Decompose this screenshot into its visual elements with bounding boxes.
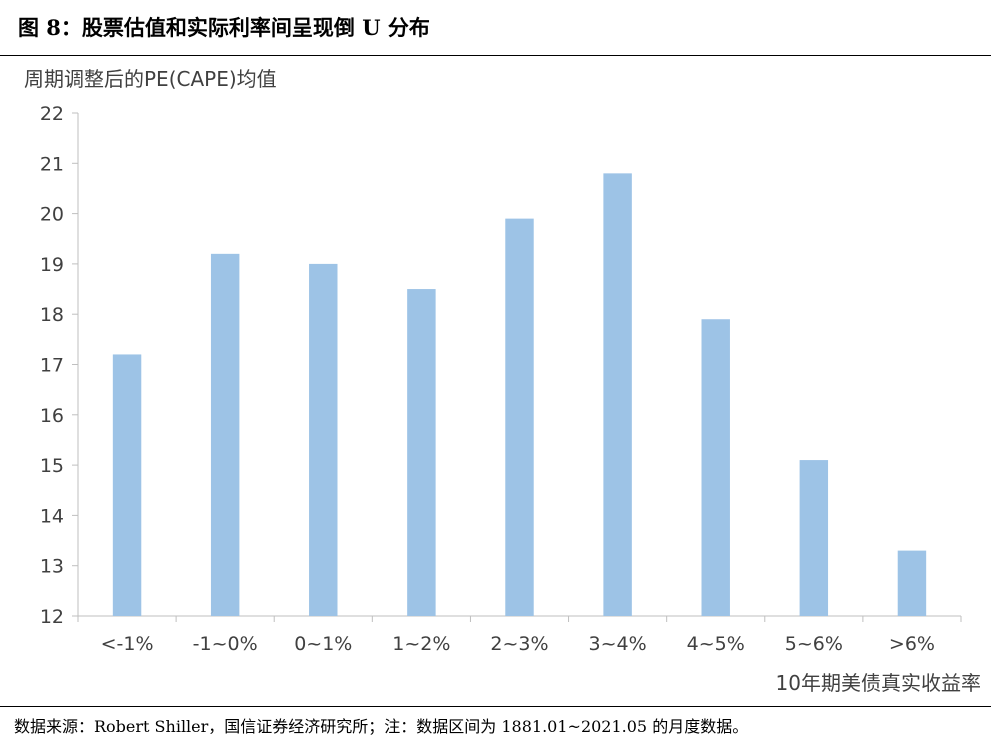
x-tick-label: 3~4% — [589, 633, 647, 655]
y-tick-label: 22 — [40, 103, 64, 125]
bar-1 — [210, 253, 240, 616]
bar-chart: 周期调整后的PE(CAPE)均值 12 13 14 15 16 17 18 19 20 21 22 <-… — [24, 67, 981, 695]
bar-7 — [799, 460, 829, 616]
y-tick-label: 21 — [40, 153, 64, 175]
x-tick-label: 4~5% — [687, 633, 745, 655]
bar-4 — [505, 218, 534, 616]
x-tick-label: <-1% — [101, 633, 154, 655]
y-tick-label: 16 — [40, 405, 64, 427]
x-tick-label: 2~3% — [490, 633, 548, 655]
y-axis-title: 周期调整后的PE(CAPE)均值 — [24, 67, 277, 91]
y-tick-label: 20 — [40, 204, 64, 226]
y-tick-label: 19 — [40, 254, 64, 276]
y-tick-label: 14 — [40, 505, 64, 527]
x-tick-label: >6% — [889, 633, 935, 655]
figure-title: 图 8：股票估值和实际利率间呈现倒 U 分布 — [18, 15, 430, 40]
y-tick-label: 18 — [40, 304, 64, 326]
chart-area: 周期调整后的PE(CAPE)均值 12 13 14 15 16 17 18 19 20 21 22 <-… — [0, 56, 991, 706]
bar-6 — [701, 319, 730, 616]
x-tick-label: -1~0% — [193, 633, 258, 655]
y-tick-label: 13 — [40, 556, 64, 578]
bar-5 — [603, 173, 632, 617]
bar-3 — [407, 289, 436, 616]
figure-header: 图 8：股票估值和实际利率间呈现倒 U 分布 — [0, 0, 991, 56]
x-axis-title: 10年期美债真实收益率 — [776, 671, 981, 695]
y-tick-label: 12 — [40, 606, 64, 628]
bar-8 — [897, 550, 927, 616]
x-tick-label: 1~2% — [392, 633, 450, 655]
x-tick-label: 0~1% — [294, 633, 352, 655]
y-tick-label: 17 — [40, 355, 64, 377]
figure-footer: 数据来源：Robert Shiller，国信证券经济研究所；注：数据区间为 18… — [0, 706, 991, 745]
source-note: 数据来源：Robert Shiller，国信证券经济研究所；注：数据区间为 18… — [14, 717, 749, 736]
y-tick-label: 15 — [40, 455, 64, 477]
bar-2 — [309, 263, 338, 616]
x-tick-label: 5~6% — [785, 633, 843, 655]
bar-0 — [112, 354, 142, 616]
